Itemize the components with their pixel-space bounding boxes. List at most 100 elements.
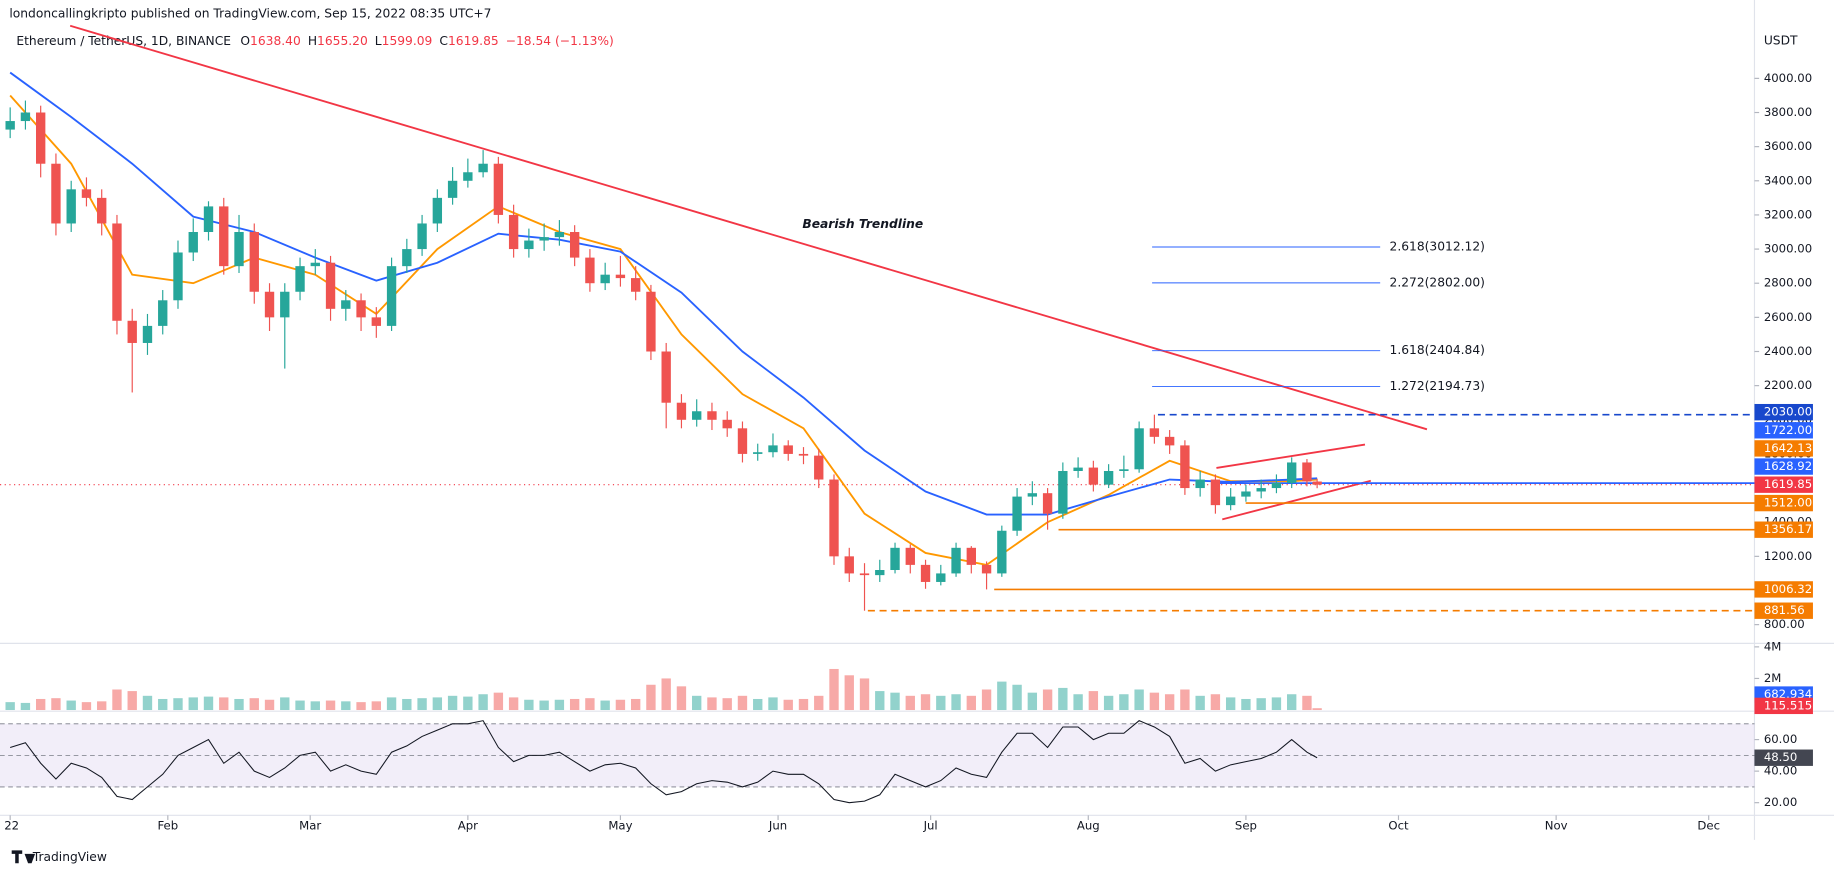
value-label: 48.50 <box>1764 750 1797 764</box>
candle-body <box>341 300 351 309</box>
candle-body <box>966 547 976 565</box>
volume-bar <box>356 702 366 711</box>
candle-body <box>936 573 946 582</box>
x-tick-label: 22 <box>4 818 19 832</box>
volume-bar <box>264 699 275 711</box>
candle-body <box>722 419 732 429</box>
logo: TradingView <box>11 850 107 864</box>
candle-body <box>920 564 931 582</box>
candle-body <box>1241 491 1251 497</box>
volume-bar <box>951 694 961 711</box>
candle-body <box>875 570 885 576</box>
price-label-bg <box>1754 494 1813 512</box>
ohlc-key: H <box>308 33 317 47</box>
y-tick-label: 4M <box>1764 639 1782 653</box>
value-label: 115.515K <box>1764 698 1820 712</box>
candle-body <box>112 223 122 321</box>
y-tick-label: 3600.00 <box>1764 139 1812 153</box>
volume-bar <box>5 702 15 711</box>
candle-body <box>173 252 183 301</box>
candle-body <box>1271 482 1282 489</box>
candle-body <box>569 232 580 258</box>
price-label: 1006.32 <box>1764 582 1812 596</box>
volume-bar <box>371 701 381 711</box>
price-label-bg <box>1754 422 1813 439</box>
volume-bar <box>997 681 1007 711</box>
candle-body <box>386 266 397 326</box>
value-label-bg <box>1754 697 1813 715</box>
volume-bar <box>127 691 137 711</box>
price-label: 1619.85 <box>1764 477 1812 491</box>
volume-bar <box>386 697 397 711</box>
candle-body <box>280 291 290 318</box>
volume-bar <box>1119 694 1129 711</box>
candle-body <box>493 163 504 215</box>
volume-bar <box>707 697 717 711</box>
x-tick-label: Jul <box>923 818 938 832</box>
candle-body <box>97 197 107 224</box>
volume-bar <box>768 697 778 711</box>
price-label-bg <box>1754 521 1813 538</box>
price-label: 1628.92 <box>1764 459 1812 473</box>
volume-bar <box>692 695 702 711</box>
symbol-line: Ethereum / TetherUS, 1D, BINANCE O1638.40… <box>16 33 613 47</box>
volume-bar <box>402 698 412 711</box>
candle-body <box>1134 428 1144 470</box>
volume-bar <box>814 695 824 711</box>
volume-bar <box>554 699 565 711</box>
volume-bar <box>676 686 687 711</box>
volume-bar <box>20 702 31 711</box>
candle-body <box>1287 462 1297 483</box>
price-label: 881.56 <box>1764 603 1805 617</box>
volume-bar <box>981 689 992 711</box>
candle-body <box>432 197 443 224</box>
volume-bar <box>722 698 732 711</box>
candle-body <box>1042 493 1053 514</box>
price-label: 2030.00 <box>1764 405 1812 419</box>
ohlc-key: C <box>439 33 448 47</box>
volume-bar <box>1134 689 1144 711</box>
candle-body <box>1058 470 1068 514</box>
x-tick-label: Jun <box>768 818 787 832</box>
volume-bar <box>524 699 534 711</box>
volume-bar <box>478 694 488 711</box>
volume-bar <box>569 698 580 711</box>
volume-bar <box>630 698 641 711</box>
volume-bar <box>1225 697 1236 711</box>
volume-bar <box>890 692 900 711</box>
candle-body <box>905 547 915 565</box>
candle-body <box>1164 436 1175 446</box>
volume-bar <box>1088 691 1099 711</box>
volume-bar <box>585 698 595 711</box>
candle-body <box>1119 469 1129 471</box>
candle-body <box>5 121 15 130</box>
y-tick-label: 1200.00 <box>1764 549 1812 563</box>
x-tick-label: Oct <box>1388 818 1409 832</box>
candle-body <box>1302 462 1312 482</box>
ohlc-key: L <box>375 33 382 47</box>
candle-body <box>997 530 1007 574</box>
x-tick-label: Feb <box>157 818 178 832</box>
candle-body <box>142 325 153 343</box>
candle-body <box>158 300 168 326</box>
price-label-bg <box>1754 440 1813 457</box>
candle-body <box>859 573 870 576</box>
footer: TradingView <box>32 850 107 864</box>
candle-body <box>844 556 854 574</box>
volume-bar <box>142 695 153 711</box>
value-label: 682.934K <box>1764 687 1820 701</box>
x-tick-label: May <box>608 818 632 832</box>
candle-body <box>417 223 427 250</box>
candle-body <box>1312 481 1322 485</box>
price-label-bg <box>1754 581 1813 598</box>
candle-body <box>798 453 809 456</box>
candle-body <box>692 411 702 420</box>
y-tick-label: 3200.00 <box>1764 207 1812 221</box>
symbol: Ethereum / TetherUS, 1D, BINANCE <box>16 33 231 47</box>
y-tick-label: 20.00 <box>1764 795 1797 809</box>
candle-body <box>600 274 610 284</box>
volume-bar <box>829 668 839 711</box>
candle-body <box>1012 496 1022 531</box>
volume-bar <box>158 698 168 711</box>
